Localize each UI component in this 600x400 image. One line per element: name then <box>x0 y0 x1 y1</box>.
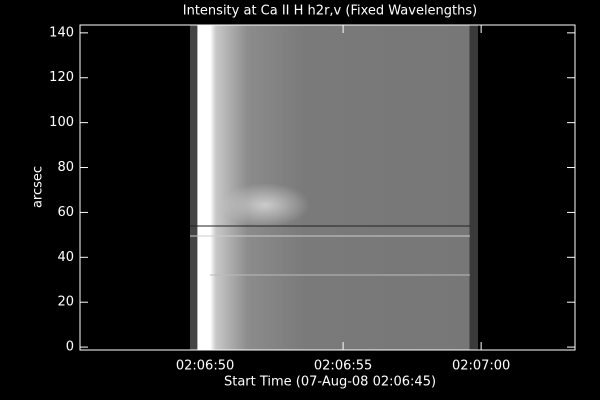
y-tick-label: 100 <box>49 115 74 130</box>
intensity-image <box>190 25 478 350</box>
y-tick-label: 40 <box>57 250 74 265</box>
y-tick-label: 120 <box>49 70 74 85</box>
y-tick-label: 0 <box>66 340 74 355</box>
x-tick-label: 02:06:55 <box>314 359 372 374</box>
brightening <box>220 183 310 227</box>
plot-frame <box>79 24 576 351</box>
y-axis-label: arcsec <box>31 166 46 208</box>
chart-title: Intensity at Ca II H h2r,v (Fixed Wavele… <box>183 4 477 19</box>
y-tick-label: 60 <box>57 205 74 220</box>
x-axis-label: Start Time (07-Aug-08 02:06:45) <box>224 375 436 390</box>
x-tick-label: 02:06:50 <box>176 359 234 374</box>
y-tick-label: 80 <box>57 160 74 175</box>
x-tick-label: 02:07:00 <box>452 359 510 374</box>
y-tick-label: 140 <box>49 25 74 40</box>
y-tick-label: 20 <box>57 295 74 310</box>
